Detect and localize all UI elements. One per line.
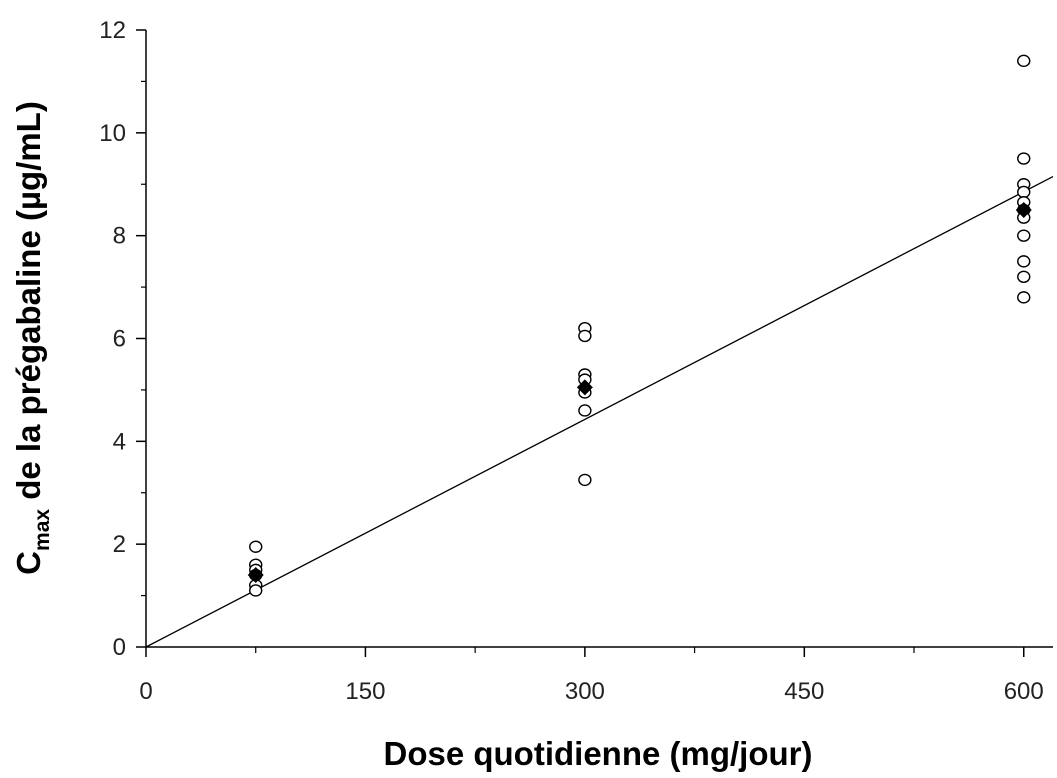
individual-point — [578, 473, 592, 487]
y-axis-title-prefix: C — [10, 551, 47, 575]
x-tick-label: 300 — [565, 678, 605, 705]
individual-point — [578, 404, 592, 417]
y-tick-label: 2 — [113, 531, 126, 558]
individual-point — [1017, 185, 1031, 199]
individual-point — [1017, 152, 1031, 165]
y-tick-label: 0 — [113, 634, 126, 661]
y-tick-label: 8 — [113, 223, 126, 250]
x-tick-label: 600 — [1004, 678, 1044, 705]
mean-point — [576, 379, 593, 396]
individual-point — [1017, 255, 1031, 268]
y-axis-title: Cmax de la prégabaline (µg/mL) — [10, 101, 54, 575]
y-tick-label: 6 — [113, 326, 126, 353]
individual-point — [1017, 54, 1031, 68]
regression-line — [145, 175, 1054, 648]
individual-point — [1017, 291, 1031, 304]
x-tick-label: 150 — [345, 678, 385, 705]
individual-point — [1017, 270, 1031, 283]
points-layer — [247, 54, 1032, 597]
mean-point — [1015, 201, 1032, 218]
y-ticks: 0 2 4 6 8 10 12 — [99, 17, 146, 661]
y-tick-label: 12 — [99, 17, 126, 44]
mean-point — [247, 567, 264, 584]
individual-point — [249, 540, 263, 553]
y-tick-label: 4 — [113, 428, 126, 455]
x-tick-label: 0 — [139, 678, 152, 705]
x-axis-title: Dose quotidienne (mg/jour) — [384, 735, 813, 772]
x-ticks: 0 150 300 450 600 — [139, 647, 1044, 705]
y-tick-label: 10 — [99, 120, 126, 147]
y-axis-title-subscript: max — [31, 509, 54, 551]
individual-point — [578, 329, 592, 343]
axes — [145, 30, 1053, 648]
y-axis-title-suffix: de la prégabaline (µg/mL) — [10, 101, 47, 509]
individual-point — [249, 584, 263, 597]
regression-line-layer — [145, 175, 1054, 648]
x-tick-label: 450 — [784, 678, 824, 705]
individual-point — [1017, 229, 1031, 242]
